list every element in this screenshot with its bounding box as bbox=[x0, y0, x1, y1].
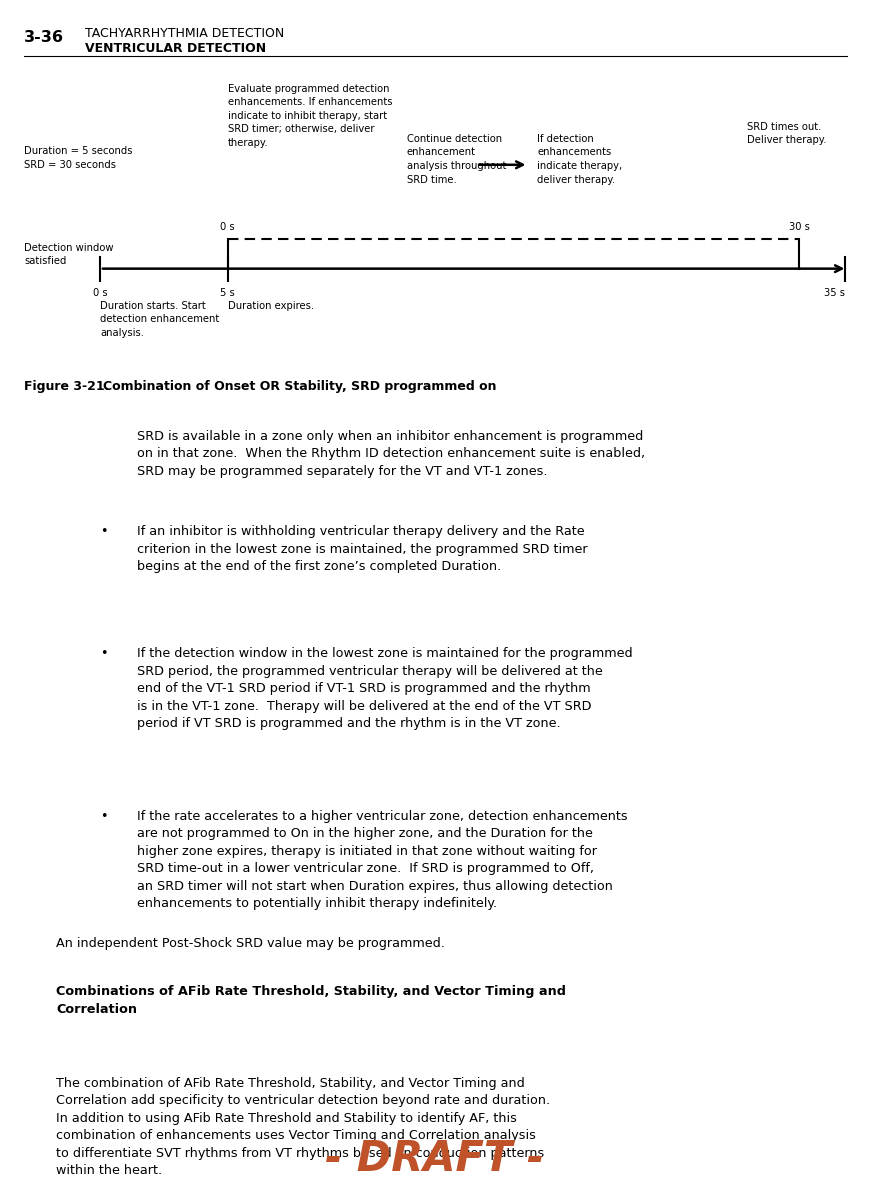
Text: TACHYARRHYTHMIA DETECTION: TACHYARRHYTHMIA DETECTION bbox=[85, 27, 284, 41]
Text: 3-36: 3-36 bbox=[24, 30, 64, 45]
Text: The combination of AFib Rate Threshold, Stability, and Vector Timing and
Correla: The combination of AFib Rate Threshold, … bbox=[56, 1077, 551, 1177]
Text: •: • bbox=[100, 647, 108, 660]
Text: Combinations of AFib Rate Threshold, Stability, and Vector Timing and
Correlatio: Combinations of AFib Rate Threshold, Sta… bbox=[56, 985, 567, 1016]
Text: If an inhibitor is withholding ventricular therapy delivery and the Rate
criteri: If an inhibitor is withholding ventricul… bbox=[137, 525, 588, 573]
Text: Combination of Onset OR Stability, SRD programmed on: Combination of Onset OR Stability, SRD p… bbox=[103, 380, 496, 393]
Text: Duration expires.: Duration expires. bbox=[228, 301, 314, 310]
Text: •: • bbox=[100, 525, 108, 538]
Text: An independent Post-Shock SRD value may be programmed.: An independent Post-Shock SRD value may … bbox=[56, 937, 445, 950]
Text: 5 s: 5 s bbox=[221, 288, 235, 297]
Text: Evaluate programmed detection
enhancements. If enhancements
indicate to inhibit : Evaluate programmed detection enhancemen… bbox=[228, 84, 392, 148]
Text: 0 s: 0 s bbox=[221, 222, 235, 232]
Text: 0 s: 0 s bbox=[93, 288, 107, 297]
Text: If detection
enhancements
indicate therapy,
deliver therapy.: If detection enhancements indicate thera… bbox=[537, 134, 622, 185]
Text: 30 s: 30 s bbox=[789, 222, 810, 232]
Text: If the detection window in the lowest zone is maintained for the programmed
SRD : If the detection window in the lowest zo… bbox=[137, 647, 633, 731]
Text: 35 s: 35 s bbox=[824, 288, 845, 297]
Text: - DRAFT -: - DRAFT - bbox=[325, 1138, 544, 1180]
Text: Detection window
satisfied: Detection window satisfied bbox=[24, 242, 114, 266]
Text: Duration starts. Start
detection enhancement
analysis.: Duration starts. Start detection enhance… bbox=[100, 301, 219, 338]
Text: SRD is available in a zone only when an inhibitor enhancement is programmed
on i: SRD is available in a zone only when an … bbox=[137, 430, 646, 478]
Text: If the rate accelerates to a higher ventricular zone, detection enhancements
are: If the rate accelerates to a higher vent… bbox=[137, 810, 628, 910]
Text: VENTRICULAR DETECTION: VENTRICULAR DETECTION bbox=[85, 42, 266, 55]
Text: SRD times out.
Deliver therapy.: SRD times out. Deliver therapy. bbox=[747, 122, 826, 146]
Text: Figure 3-21.: Figure 3-21. bbox=[24, 380, 109, 393]
Text: Continue detection
enhancement
analysis throughout
SRD time.: Continue detection enhancement analysis … bbox=[407, 134, 506, 185]
Text: •: • bbox=[100, 810, 108, 823]
Text: Duration = 5 seconds
SRD = 30 seconds: Duration = 5 seconds SRD = 30 seconds bbox=[24, 146, 133, 170]
